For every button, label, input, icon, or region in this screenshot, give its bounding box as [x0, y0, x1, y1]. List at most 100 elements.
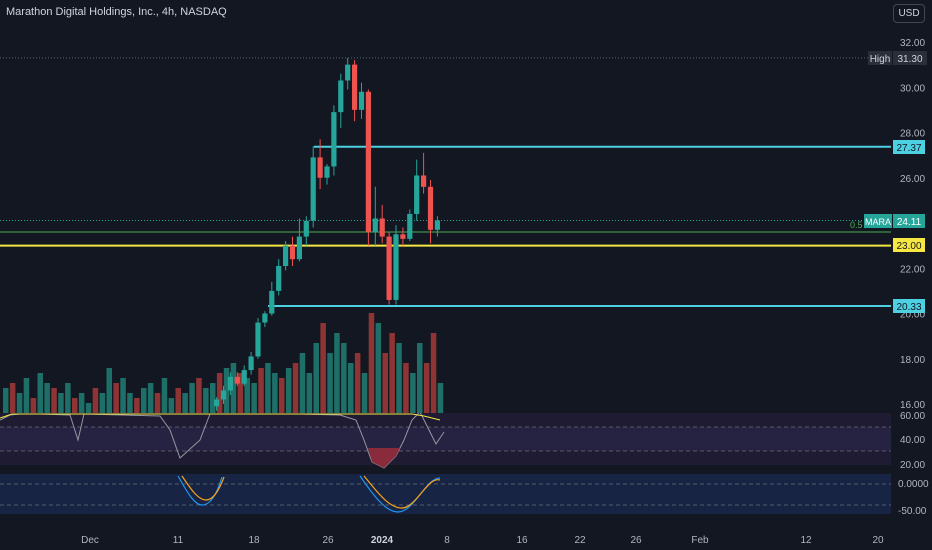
- rsi-tick-40: 40.00: [900, 435, 925, 446]
- candle-body: [214, 399, 220, 407]
- currency-button[interactable]: USD: [893, 4, 925, 23]
- volume-bar: [51, 388, 57, 413]
- volume-bar: [65, 383, 71, 413]
- volume-bar: [99, 393, 106, 413]
- time-tick: 12: [800, 535, 812, 546]
- volume-bar: [189, 383, 195, 413]
- time-tick: Feb: [691, 535, 709, 546]
- rsi-tick-60: 60.00: [900, 411, 925, 422]
- candle-body: [358, 91, 365, 110]
- volume-bar: [72, 398, 78, 413]
- high-label-group: High 31.30: [868, 51, 927, 65]
- volume-bar: [430, 333, 437, 413]
- volume-bar: [368, 313, 375, 413]
- volume-bar: [354, 353, 361, 413]
- volume-bar: [92, 388, 99, 413]
- osc-tick-0: 0.0000: [898, 479, 929, 490]
- candle-body: [276, 265, 282, 291]
- time-tick: 18: [248, 535, 260, 546]
- candle-body: [400, 234, 406, 239]
- osc-tick-neg50: -50.00: [898, 506, 927, 517]
- time-tick: 16: [516, 535, 528, 546]
- candle-body: [338, 80, 344, 113]
- volume-bar: [141, 388, 147, 413]
- price-tick: 26.00: [900, 174, 925, 185]
- volume-bar: [251, 383, 257, 413]
- rsi-tick-20: 20.00: [900, 460, 925, 471]
- volume-bar: [175, 388, 181, 413]
- volume-bar: [210, 383, 216, 413]
- volume-bar: [44, 383, 50, 413]
- volume-bar: [313, 343, 319, 413]
- volume-bar: [423, 363, 430, 413]
- volume-bar: [389, 333, 395, 413]
- volume-bar: [272, 373, 278, 413]
- level-bottom-label-group: 20.33: [893, 299, 925, 313]
- time-tick: 11: [173, 535, 184, 546]
- rsi-signal: [0, 413, 441, 421]
- candle-body: [255, 322, 261, 357]
- volume-bar: [58, 393, 64, 413]
- candle-body: [220, 390, 227, 400]
- candle-body: [262, 313, 268, 323]
- candle-body: [289, 245, 296, 260]
- volume-bar: [16, 393, 23, 413]
- time-tick: 20: [872, 535, 884, 546]
- volume-bar: [154, 393, 161, 413]
- time-tick: 2024: [371, 535, 394, 546]
- volume-bar: [127, 393, 133, 413]
- time-tick: 26: [630, 535, 642, 546]
- volume-bar: [147, 383, 154, 413]
- level-top-label-group: 27.37: [893, 140, 925, 154]
- volume-bar: [410, 373, 416, 413]
- candle-body: [365, 91, 371, 233]
- volume-bar: [196, 378, 202, 413]
- price-tick: 32.00: [900, 38, 925, 49]
- level-yellow-label-group: 23.00: [893, 238, 925, 252]
- volume-bar: [348, 363, 354, 413]
- volume-bar: [23, 378, 30, 413]
- time-tick: 22: [574, 535, 586, 546]
- volume-bar: [9, 383, 16, 413]
- candle-body: [352, 64, 358, 110]
- volume-bar: [223, 368, 230, 413]
- candle-body: [414, 175, 420, 214]
- volume-bar: [361, 373, 368, 413]
- candle-body: [386, 236, 392, 300]
- volume-bar: [327, 353, 333, 413]
- candle-body: [234, 376, 240, 384]
- volume-bar: [78, 393, 85, 413]
- volume-bar: [417, 343, 423, 413]
- osc-line-blue: [177, 475, 223, 506]
- price-tick: 22.00: [900, 264, 925, 275]
- volume-bar: [113, 383, 119, 413]
- volume-bar: [279, 378, 285, 413]
- candle-body: [227, 376, 233, 391]
- rsi-band: [0, 427, 891, 451]
- candle-body: [407, 213, 413, 239]
- last-price-group: 0.5 MARA 24.11: [850, 214, 925, 230]
- volume-bar: [306, 373, 313, 413]
- osc-pane: [0, 474, 891, 514]
- price-tick: 16.00: [900, 400, 925, 411]
- candle-body: [379, 218, 385, 237]
- volume-bar: [230, 363, 237, 413]
- price-tick: 20.00: [900, 310, 925, 321]
- candle-body: [310, 157, 316, 221]
- volume-bar: [258, 368, 264, 413]
- volume-bar: [285, 368, 292, 413]
- candle-body: [421, 175, 427, 187]
- volume-bar: [244, 378, 250, 413]
- rsi-oversold-fill: [368, 448, 400, 468]
- candle-body: [427, 186, 434, 230]
- volume-bar: [403, 363, 409, 413]
- fib-label: 0.5: [850, 220, 863, 230]
- volume-bar: [396, 343, 402, 413]
- osc-line-orange-2: [363, 475, 441, 509]
- volume-bar: [30, 398, 37, 413]
- volume-bar: [375, 323, 382, 413]
- candle-body: [372, 218, 378, 233]
- volume-bar: [120, 378, 126, 413]
